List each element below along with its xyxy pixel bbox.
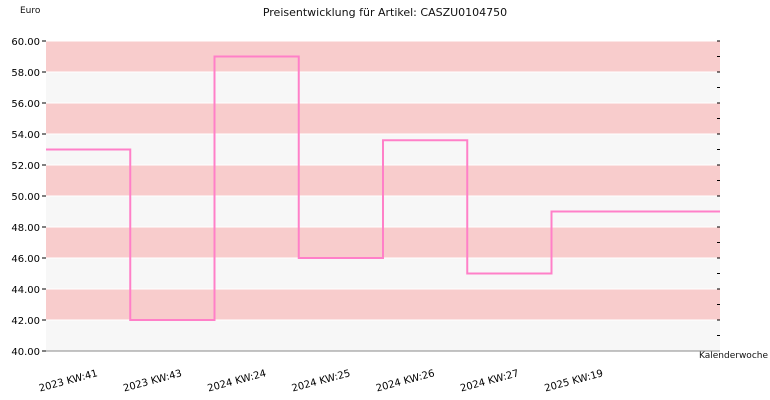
y-tick-label: 46.00 xyxy=(11,254,40,265)
y-tick-label: 42.00 xyxy=(11,316,40,327)
y-tick-label: 56.00 xyxy=(11,99,40,110)
x-tick-label: 2024 KW:26 xyxy=(375,368,436,394)
y-tick-label: 52.00 xyxy=(11,161,40,172)
y-tick-label: 58.00 xyxy=(11,68,40,79)
y-tick-label: 60.00 xyxy=(11,37,40,48)
y-tick-label: 44.00 xyxy=(11,285,40,296)
background-band xyxy=(46,258,720,289)
background-band xyxy=(46,72,720,103)
x-tick-label: 2024 KW:24 xyxy=(206,368,267,394)
price-step-line xyxy=(46,55,720,321)
x-axis-label: Kalenderwoche xyxy=(699,351,769,361)
x-tick-label: 2025 KW:19 xyxy=(543,368,604,394)
background-band xyxy=(46,103,720,134)
y-tick-label: 50.00 xyxy=(11,192,40,203)
background-band xyxy=(46,41,720,72)
y-tick-label: 48.00 xyxy=(11,223,40,234)
x-tick-label: 2024 KW:25 xyxy=(291,368,352,394)
x-tick-label: 2024 KW:27 xyxy=(459,368,520,394)
y-tick-label: 40.00 xyxy=(11,347,40,358)
background-band xyxy=(46,289,720,320)
x-tick-label: 2023 KW:43 xyxy=(122,368,183,394)
y-axis-label: Euro xyxy=(20,6,41,16)
background-band xyxy=(46,320,720,351)
y-tick-label: 54.00 xyxy=(11,130,40,141)
x-tick-label: 2023 KW:41 xyxy=(38,368,99,394)
chart-title: Preisentwicklung für Artikel: CASZU01047… xyxy=(262,6,508,19)
